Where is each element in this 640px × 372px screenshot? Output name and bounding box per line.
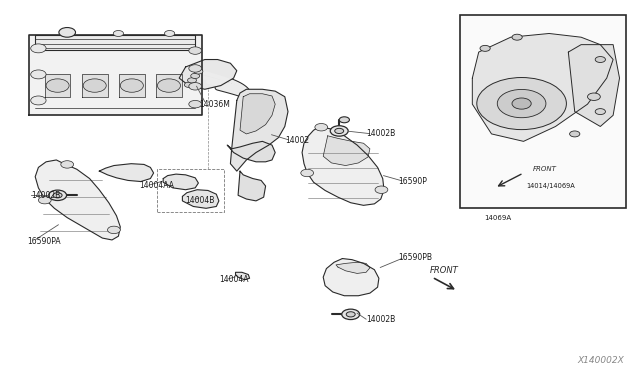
Text: 14004B: 14004B bbox=[186, 196, 215, 205]
Polygon shape bbox=[323, 259, 379, 296]
Polygon shape bbox=[35, 160, 120, 240]
Text: 14036M: 14036M bbox=[200, 100, 230, 109]
Circle shape bbox=[31, 96, 46, 105]
Polygon shape bbox=[29, 35, 202, 115]
Text: X140002X: X140002X bbox=[577, 356, 624, 365]
Text: 14069A: 14069A bbox=[484, 215, 511, 221]
Circle shape bbox=[164, 31, 175, 36]
Text: 14004AA: 14004AA bbox=[140, 182, 175, 190]
Circle shape bbox=[120, 79, 143, 92]
Text: FRONT: FRONT bbox=[533, 166, 557, 172]
Circle shape bbox=[335, 128, 344, 134]
Circle shape bbox=[38, 196, 51, 204]
Polygon shape bbox=[336, 262, 370, 273]
Polygon shape bbox=[230, 89, 288, 171]
Polygon shape bbox=[82, 74, 108, 97]
Text: 14014/14069A: 14014/14069A bbox=[526, 183, 575, 189]
Circle shape bbox=[595, 57, 605, 62]
Circle shape bbox=[191, 73, 200, 78]
Text: FRONT: FRONT bbox=[430, 266, 459, 275]
Polygon shape bbox=[323, 136, 370, 166]
Circle shape bbox=[588, 93, 600, 100]
Circle shape bbox=[595, 109, 605, 115]
Circle shape bbox=[512, 98, 531, 109]
Polygon shape bbox=[156, 74, 182, 97]
Circle shape bbox=[49, 190, 67, 201]
Circle shape bbox=[53, 193, 62, 198]
Polygon shape bbox=[472, 33, 613, 141]
Circle shape bbox=[157, 79, 180, 92]
Circle shape bbox=[113, 31, 124, 36]
Circle shape bbox=[375, 186, 388, 193]
Polygon shape bbox=[35, 35, 195, 50]
Circle shape bbox=[189, 65, 202, 72]
Circle shape bbox=[189, 83, 202, 90]
Polygon shape bbox=[179, 60, 237, 89]
Polygon shape bbox=[99, 164, 154, 182]
Text: 14002: 14002 bbox=[285, 136, 309, 145]
Polygon shape bbox=[236, 272, 250, 280]
Circle shape bbox=[31, 44, 46, 53]
Text: 14002B: 14002B bbox=[31, 191, 60, 200]
Polygon shape bbox=[302, 126, 384, 205]
Circle shape bbox=[330, 126, 348, 136]
Circle shape bbox=[301, 169, 314, 177]
Circle shape bbox=[477, 77, 566, 129]
Circle shape bbox=[342, 309, 360, 320]
Circle shape bbox=[184, 82, 193, 87]
Circle shape bbox=[189, 100, 202, 108]
Circle shape bbox=[83, 79, 106, 92]
Polygon shape bbox=[182, 190, 219, 208]
Polygon shape bbox=[163, 174, 198, 190]
Polygon shape bbox=[119, 74, 145, 97]
Polygon shape bbox=[238, 171, 266, 201]
Circle shape bbox=[339, 117, 349, 123]
Text: 14002B: 14002B bbox=[366, 129, 396, 138]
Circle shape bbox=[570, 131, 580, 137]
Bar bbox=[460, 15, 626, 208]
Circle shape bbox=[61, 161, 74, 168]
Circle shape bbox=[480, 45, 490, 51]
Circle shape bbox=[59, 28, 76, 37]
Polygon shape bbox=[45, 74, 70, 97]
Circle shape bbox=[108, 226, 120, 234]
Text: 14004A: 14004A bbox=[219, 275, 248, 284]
Circle shape bbox=[31, 70, 46, 79]
Circle shape bbox=[315, 124, 328, 131]
Circle shape bbox=[46, 79, 69, 92]
Text: 16590PB: 16590PB bbox=[398, 253, 432, 262]
Circle shape bbox=[189, 47, 202, 54]
Polygon shape bbox=[227, 141, 275, 162]
Circle shape bbox=[512, 34, 522, 40]
Circle shape bbox=[194, 69, 203, 74]
Circle shape bbox=[188, 78, 196, 83]
Text: 16590PA: 16590PA bbox=[27, 237, 61, 246]
Text: 14002B: 14002B bbox=[366, 315, 396, 324]
Circle shape bbox=[346, 312, 355, 317]
Text: 16590P: 16590P bbox=[398, 177, 427, 186]
Circle shape bbox=[497, 89, 546, 118]
Polygon shape bbox=[568, 45, 620, 126]
Polygon shape bbox=[240, 94, 275, 134]
